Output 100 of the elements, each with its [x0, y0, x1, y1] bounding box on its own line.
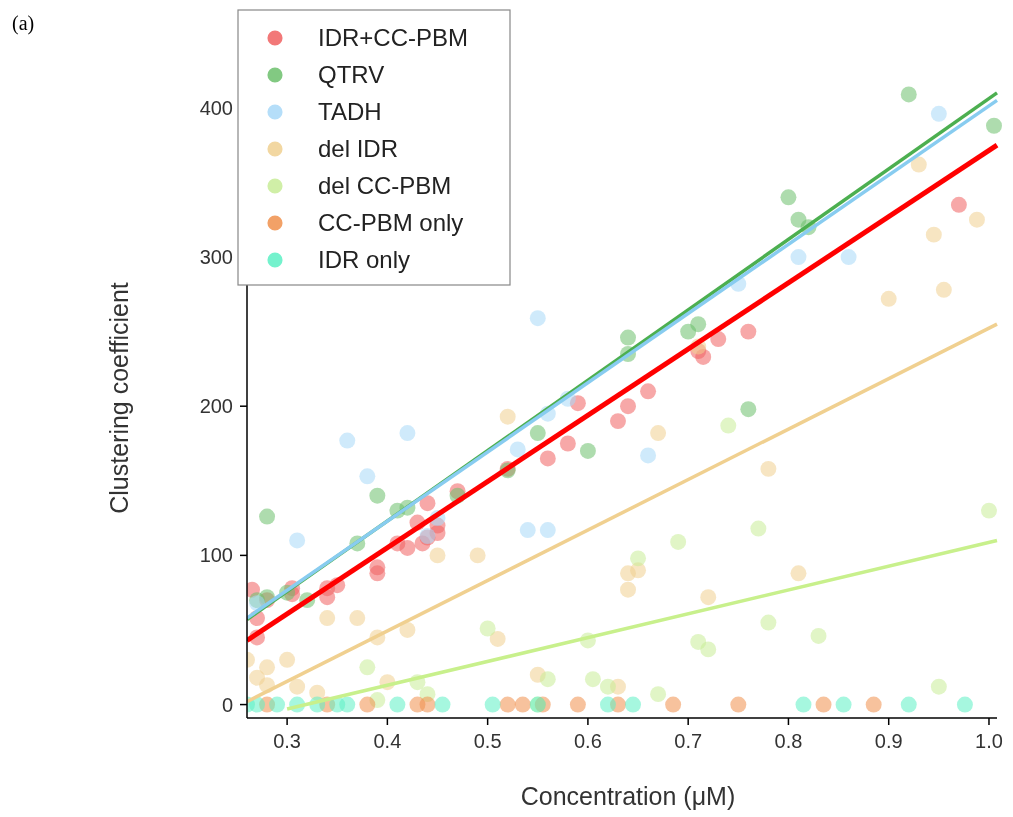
legend-label: del CC-PBM [318, 172, 452, 200]
y-tick-label: 300 [199, 246, 233, 269]
point [740, 323, 757, 340]
point [339, 696, 356, 713]
point [981, 502, 997, 519]
point [514, 696, 531, 713]
legend-label: del IDR [318, 135, 399, 163]
x-tick-label: 0.8 [774, 730, 803, 752]
point [720, 417, 737, 434]
point [730, 696, 747, 713]
point [865, 696, 882, 713]
point [369, 487, 386, 504]
point [339, 432, 356, 449]
legend-label: IDR+CC-PBM [318, 24, 469, 52]
point [569, 696, 586, 713]
point [968, 211, 985, 228]
point [279, 651, 296, 668]
point [519, 522, 536, 538]
point [840, 249, 857, 265]
point [620, 398, 636, 415]
point [740, 401, 757, 418]
point [399, 425, 416, 442]
point [650, 686, 667, 703]
point [269, 696, 286, 713]
point [620, 329, 636, 346]
point [359, 468, 376, 485]
point [359, 659, 376, 676]
x-tick-label: 0.9 [874, 730, 903, 752]
point [539, 671, 556, 688]
point [349, 610, 366, 627]
point [900, 86, 917, 103]
point [419, 696, 436, 713]
point [369, 559, 386, 576]
point [610, 413, 626, 430]
point [389, 696, 406, 713]
point [815, 696, 832, 713]
point [760, 460, 777, 477]
x-tick-label: 1.0 [975, 730, 1003, 752]
point [700, 589, 717, 606]
point [399, 622, 416, 638]
point [835, 696, 852, 713]
point [419, 495, 436, 512]
point [319, 610, 336, 627]
y-axis-title: Clustering coefficient [105, 282, 133, 514]
point [700, 641, 717, 658]
point [399, 539, 416, 556]
point [750, 520, 767, 537]
point [790, 249, 807, 265]
point [630, 550, 647, 567]
legend-label: TADH [318, 98, 382, 126]
point [710, 331, 727, 348]
point [670, 534, 687, 550]
x-tick-label: 0.7 [674, 730, 703, 752]
point [469, 547, 486, 564]
y-tick-label: 400 [199, 96, 233, 119]
point [429, 547, 446, 564]
point [810, 627, 827, 644]
point [529, 310, 546, 327]
point [950, 196, 967, 213]
text: (a) [12, 12, 35, 35]
legend-label: QTRV [318, 61, 385, 89]
point [650, 425, 667, 442]
point [579, 443, 596, 459]
point [620, 581, 636, 598]
x-tick-label: 0.5 [473, 730, 502, 752]
point [760, 614, 777, 631]
point [489, 630, 506, 647]
point [956, 696, 973, 713]
point [935, 281, 952, 298]
point [559, 435, 576, 452]
point [259, 659, 276, 676]
point [499, 696, 516, 713]
x-axis-title: Concentration (μM) [520, 782, 736, 810]
point [499, 408, 516, 425]
point [509, 441, 526, 458]
point [640, 383, 657, 400]
point [529, 425, 546, 442]
point [625, 696, 642, 713]
y-tick-label: 100 [199, 544, 233, 567]
point [259, 508, 276, 525]
x-tick-label: 0.6 [574, 730, 602, 752]
y-tick-label: 200 [199, 395, 233, 418]
x-tick-label: 0.4 [373, 730, 402, 752]
point [910, 156, 927, 173]
point [795, 696, 812, 713]
x-tick-label: 0.3 [273, 730, 302, 752]
point [780, 189, 797, 206]
point [599, 696, 616, 713]
point [930, 105, 947, 122]
point [986, 117, 1002, 134]
point [359, 696, 376, 713]
point [900, 696, 917, 713]
point [925, 226, 942, 243]
point [665, 696, 682, 713]
point [790, 565, 807, 582]
point [289, 678, 306, 695]
y-tick-label: 0 [221, 693, 233, 716]
point [434, 696, 451, 713]
point [880, 290, 897, 307]
point [484, 696, 501, 713]
